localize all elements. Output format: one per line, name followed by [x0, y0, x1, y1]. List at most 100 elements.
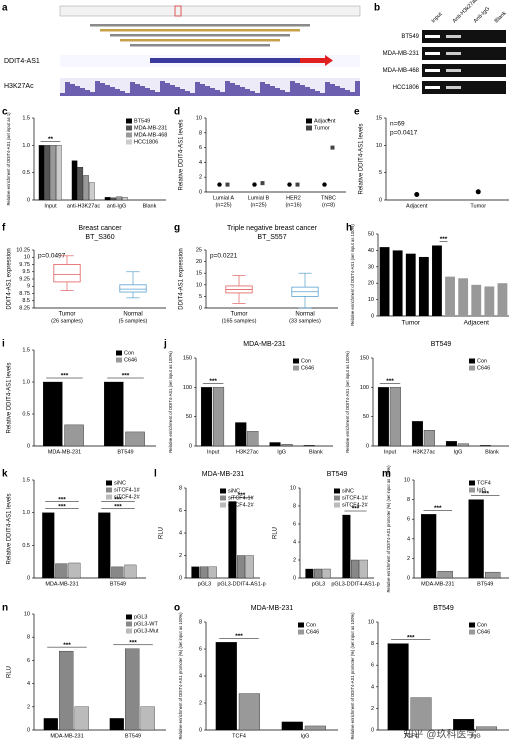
- x-tick-label: BT549: [125, 733, 141, 739]
- y-tick-label: 0: [293, 575, 296, 581]
- signal-peak: [355, 81, 360, 96]
- signal-peak: [325, 82, 330, 96]
- bar: [471, 284, 482, 316]
- dot: [295, 182, 300, 187]
- y-tick-label: 2: [27, 704, 30, 710]
- y-tick-label: 0: [27, 575, 30, 581]
- gel-band: [425, 52, 440, 55]
- chart-subtitle: BT_S557: [257, 234, 286, 241]
- bar: [305, 568, 314, 579]
- panel-letter: j: [163, 339, 167, 350]
- x-tick-label: Tumor: [230, 312, 247, 318]
- y-tick-label: 0: [371, 727, 374, 733]
- signal-peak: [310, 89, 315, 96]
- bar: [125, 431, 145, 447]
- bar: [322, 568, 331, 579]
- y-tick-label: 0: [189, 443, 192, 449]
- y-tick-label: 8.25: [19, 305, 30, 311]
- bar: [423, 430, 435, 447]
- annotation: ***: [58, 496, 66, 503]
- y-tick-label: 2: [199, 700, 202, 706]
- gel-row-label: BT549: [401, 34, 419, 40]
- signal-peak: [335, 86, 340, 96]
- x-tick-label: Input: [207, 449, 220, 455]
- signal-peak: [290, 81, 295, 96]
- signal-peak: [130, 82, 135, 96]
- x-tick-label: Adjacent: [406, 203, 428, 209]
- panel-letter: b: [374, 3, 380, 14]
- signal-peak: [135, 84, 140, 96]
- signal-peak: [115, 89, 120, 96]
- annotation: *: [327, 117, 330, 126]
- chart-title: MDA-MB-231: [251, 605, 294, 612]
- bar: [215, 642, 237, 731]
- gel-band: [425, 35, 440, 38]
- bar: [387, 643, 409, 731]
- panel-letter: d: [174, 107, 180, 118]
- y-tick-label: 15: [376, 115, 382, 121]
- bar: [104, 381, 124, 447]
- legend-label: C646: [301, 365, 314, 371]
- gel-column-label: Anti-IgG: [473, 6, 492, 25]
- legend-swatch: [334, 488, 340, 494]
- y-tick-label: 1.0: [22, 379, 30, 385]
- y-axis-label: Relative DDIT4-AS1 levels: [179, 119, 185, 190]
- y-tick-label: 0: [379, 197, 382, 203]
- x-tick-note: (n=25): [215, 202, 231, 208]
- signal-peak: [165, 83, 170, 96]
- annotation: ***: [235, 633, 243, 640]
- gel-band: [446, 52, 461, 55]
- gel-band: [446, 35, 461, 38]
- y-tick-label: 30: [368, 264, 374, 270]
- bar: [304, 725, 326, 731]
- bar: [479, 445, 491, 447]
- bar: [457, 443, 469, 447]
- y-tick-label: 6: [199, 145, 202, 151]
- signal-peak: [180, 89, 185, 96]
- x-tick-label: pGL3: [198, 581, 211, 587]
- legend-swatch: [220, 488, 226, 494]
- bar: [359, 559, 368, 579]
- x-tick-note: (n=25): [250, 202, 266, 208]
- chart-title: Breast cancer: [78, 225, 122, 232]
- bar: [200, 566, 209, 579]
- bar: [212, 387, 225, 447]
- signal-peak: [225, 81, 230, 96]
- chart-subtitle: BT_S360: [85, 234, 114, 241]
- panel-letter: o: [174, 603, 180, 614]
- signal-peak: [350, 92, 355, 96]
- legend-label: siTCF4-1#: [114, 487, 141, 493]
- panel-letter: c: [2, 107, 8, 118]
- y-tick-label: 6: [179, 508, 182, 514]
- signal-peak: [175, 87, 180, 96]
- x-tick-label: MDA-MB-231: [45, 581, 78, 587]
- y-tick-label: 0.5: [22, 170, 30, 176]
- bar: [392, 250, 403, 316]
- annotation: ***: [209, 378, 217, 385]
- bar: [237, 555, 246, 579]
- red-arrow: [300, 55, 333, 66]
- annotation: ***: [352, 506, 360, 513]
- signal-peak: [300, 85, 305, 96]
- bar: [410, 697, 432, 731]
- bar: [116, 196, 122, 201]
- gel-band: [425, 86, 440, 89]
- legend-label: Con: [301, 358, 311, 364]
- bar: [83, 175, 89, 201]
- x-tick-label: pGL3-DDIT4-AS1-p: [331, 581, 379, 587]
- signal-peak: [250, 91, 255, 96]
- y-tick-label: 20: [368, 281, 374, 287]
- y-axis-label: Relative enrichment of DDIT4-AS1 (set in…: [6, 112, 11, 206]
- annotation: **: [48, 136, 54, 143]
- y-tick-label: 9: [27, 284, 30, 290]
- annotation: ***: [407, 634, 415, 641]
- legend-label: siNC: [114, 480, 126, 486]
- y-tick-label: 10.25: [16, 247, 30, 253]
- signal-peak: [345, 90, 350, 96]
- y-axis-label: Relative DDIT4-AS1 levels: [7, 493, 13, 564]
- dot: [225, 182, 230, 187]
- legend-label: siNC: [342, 488, 354, 494]
- bar: [50, 145, 56, 201]
- y-tick-label: 10: [196, 282, 202, 288]
- gel-lane: [422, 81, 506, 94]
